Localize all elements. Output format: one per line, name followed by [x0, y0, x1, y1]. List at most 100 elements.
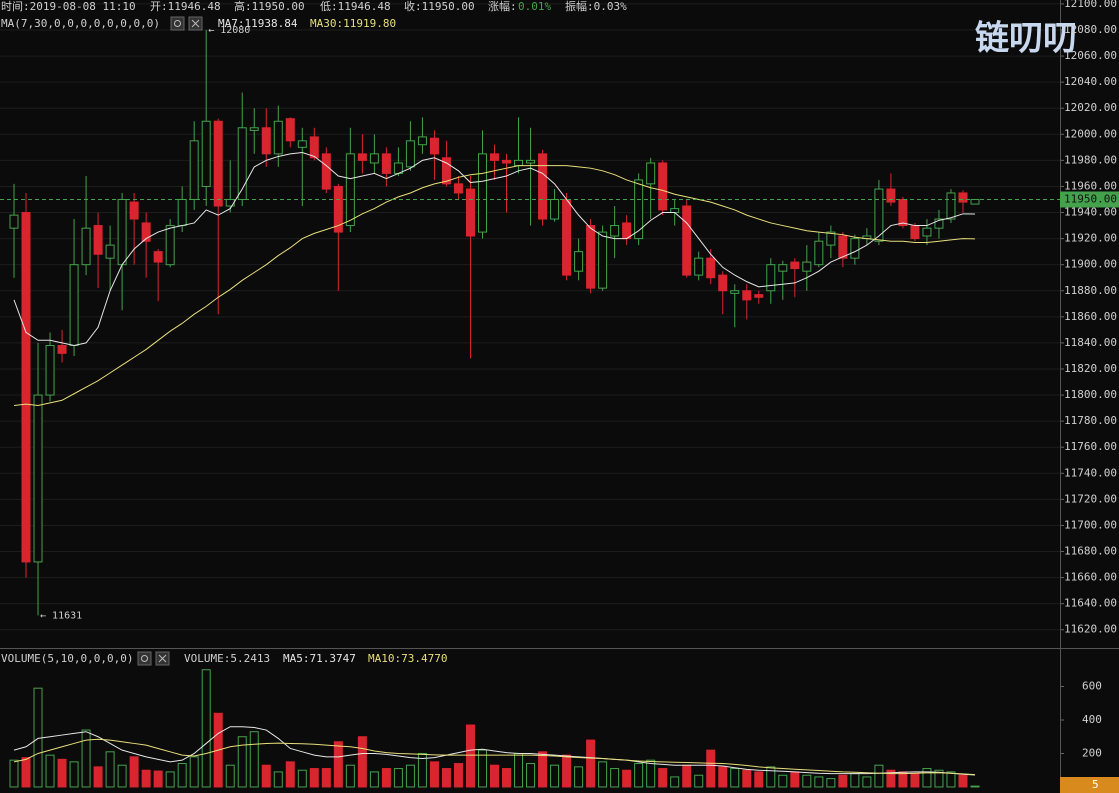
y-tick-label: 12000.00 [1064, 127, 1117, 140]
info-change-label: 涨幅: [488, 0, 517, 13]
candle-body [502, 159, 512, 164]
volume-bar [9, 759, 19, 788]
volume-bar [850, 773, 860, 788]
y-tick-label: 11840.00 [1064, 336, 1117, 349]
settings-glyph [174, 20, 181, 27]
volume-bar [658, 768, 668, 788]
volume-bar [898, 771, 908, 788]
volume-bar [754, 771, 764, 788]
extreme-label: ← 11631 [40, 610, 82, 621]
volume-bar [405, 764, 415, 788]
y-tick-label: 12100.00 [1064, 0, 1117, 10]
y-tick-label: 12060.00 [1064, 49, 1117, 62]
volume-bar [526, 763, 536, 788]
overlay-layer: 11620.00 11640.00 11660.00 11680.00 11700.00… [40, 0, 1119, 793]
candle-body [45, 345, 55, 396]
volume-bar [393, 768, 403, 788]
candle-body [129, 201, 139, 220]
volume-bar [646, 759, 656, 788]
volume-bar [538, 751, 548, 788]
candle-body [273, 120, 283, 155]
y-tick-label: 11700.00 [1064, 518, 1117, 531]
volume-bar [586, 739, 596, 788]
candle-body [562, 198, 572, 276]
watermark: 链叨叨 [975, 19, 1077, 59]
info-change: 0.01% [518, 0, 551, 13]
candle-body [33, 394, 43, 563]
candle-body [586, 225, 596, 289]
volume-bar [285, 761, 295, 788]
candle-body [646, 162, 656, 185]
candle-body [309, 136, 319, 159]
candle-body [958, 192, 968, 203]
info-close: 收:11950.00 [404, 0, 475, 13]
close-glyph [158, 654, 167, 663]
candle-body [790, 261, 800, 270]
volume-bar [778, 774, 788, 788]
info-amplitude: 振幅:0.03% [565, 0, 627, 13]
y-tick-label: 12020.00 [1064, 101, 1117, 114]
info-low: 低:11946.48 [320, 0, 391, 13]
candle-body [249, 127, 259, 131]
ma5-label: MA5:71.3747 [283, 652, 356, 665]
volume-bar [297, 769, 307, 788]
candle-body [381, 153, 391, 174]
volume-bar [141, 769, 151, 788]
info-high: 高:11950.00 [234, 0, 305, 13]
y-tick-label: 11920.00 [1064, 232, 1117, 245]
volume-title: VOLUME(5,10,0,0,0,0) [1, 652, 133, 665]
candle-body [261, 127, 271, 155]
candle-body [57, 345, 67, 354]
volume-bar [93, 766, 103, 788]
volume-bar [81, 729, 91, 788]
candle-body [453, 183, 463, 194]
candle-body [718, 274, 728, 292]
settings-icon[interactable] [137, 651, 152, 666]
candle-body [357, 153, 367, 161]
candle-body [670, 208, 680, 214]
candle-body [465, 188, 475, 237]
y-tick-label: 11980.00 [1064, 153, 1117, 166]
volume-bar [441, 768, 451, 788]
candle-body [802, 261, 812, 272]
settings-icon[interactable] [170, 16, 185, 31]
y-tick-label: 12040.00 [1064, 75, 1117, 88]
candle-body [934, 218, 944, 229]
candle-body [69, 264, 79, 347]
candle-body [369, 153, 379, 164]
settings-glyph [141, 655, 148, 662]
candle-body [874, 188, 884, 242]
volume-bar [309, 768, 319, 788]
y-tick-label: 11860.00 [1064, 310, 1117, 323]
volume-bar [381, 768, 391, 788]
y-tick-label: 11680.00 [1064, 545, 1117, 558]
volume-bar [57, 758, 67, 788]
ma-title: MA(7,30,0,0,0,0,0,0,0,0) [1, 17, 160, 30]
candle-body [526, 159, 536, 164]
ma30-label: MA30:11919.80 [310, 17, 396, 30]
candle-body [778, 264, 788, 272]
y-tick-label: 11660.00 [1064, 571, 1117, 584]
volume-bar [958, 774, 968, 788]
volume-bar [129, 756, 139, 788]
volume-bar [333, 741, 343, 788]
volume-bar [550, 764, 560, 788]
candle-body [9, 214, 19, 229]
candle-body [514, 159, 524, 167]
volume-bar [634, 763, 644, 788]
volume-bar [201, 669, 211, 788]
y-tick-label: 11800.00 [1064, 388, 1117, 401]
volume-bar [477, 749, 487, 788]
y-tick-label: 11820.00 [1064, 362, 1117, 375]
candle-body [730, 290, 740, 294]
volume-bar [802, 774, 812, 788]
y-tick-label: 12080.00 [1064, 23, 1117, 36]
volume-bar [237, 736, 247, 788]
candle-body [610, 225, 620, 237]
candle-body [970, 198, 980, 205]
ma10-label: MA10:73.4770 [368, 652, 447, 665]
grid-layer [0, 3, 1064, 754]
volume-bar [718, 766, 728, 788]
volume-bar [706, 749, 716, 788]
volume-bar [922, 768, 932, 788]
